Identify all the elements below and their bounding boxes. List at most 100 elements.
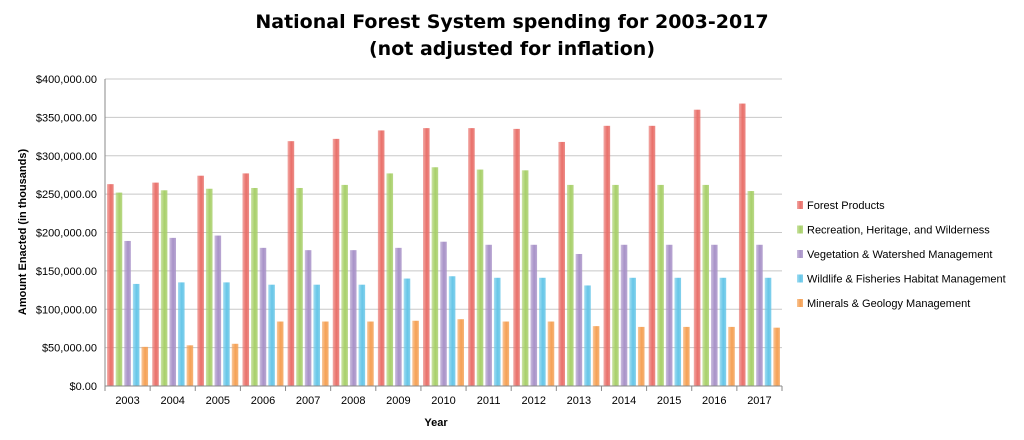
bar-recreation-heritage-and-wilderness-2005 (205, 188, 213, 386)
bar-minerals-geology-management-2005 (231, 343, 239, 386)
x-tick-label: 2014 (612, 395, 636, 407)
bar-minerals-geology-management-2014 (637, 326, 645, 386)
bar-recreation-heritage-and-wilderness-2017 (747, 191, 755, 386)
bar-vegetation-watershed-management-2013 (575, 253, 583, 386)
y-tick-label: $50,000.00 (42, 343, 97, 355)
x-tick-label: 2016 (702, 395, 726, 407)
bar-forest-products-2008 (332, 138, 340, 386)
bar-minerals-geology-management-2015 (683, 326, 690, 386)
y-tick-label: $300,000.00 (36, 151, 97, 163)
chart-title: National Forest System spending for 2003… (255, 11, 768, 33)
bar-vegetation-watershed-management-2006 (259, 247, 267, 386)
y-tick-label: $100,000.00 (36, 304, 97, 316)
legend-label: Wildlife & Fisheries Habitat Management (807, 274, 1006, 286)
bar-wildlife-fisheries-habitat-management-2010 (448, 276, 456, 386)
legend-label: Minerals & Geology Management (807, 298, 970, 310)
bar-forest-products-2014 (603, 125, 611, 386)
bar-wildlife-fisheries-habitat-management-2007 (313, 284, 320, 386)
y-tick-label: $0.00 (69, 381, 97, 393)
y-tick-label: $150,000.00 (36, 266, 97, 278)
bar-wildlife-fisheries-habitat-management-2005 (223, 282, 230, 386)
bar-vegetation-watershed-management-2015 (665, 244, 673, 386)
bar-recreation-heritage-and-wilderness-2007 (296, 187, 303, 386)
legend-swatch (797, 274, 803, 283)
bar-minerals-geology-management-2017 (773, 327, 780, 386)
bar-forest-products-2010 (423, 128, 430, 386)
x-tick-label: 2008 (341, 395, 365, 407)
bar-wildlife-fisheries-habitat-management-2015 (674, 277, 682, 386)
x-tick-label: 2011 (477, 395, 501, 407)
x-tick-label: 2017 (747, 395, 771, 407)
y-axis-label: Amount Enacted (in thousands) (17, 149, 29, 316)
bar-minerals-geology-management-2008 (367, 321, 374, 386)
bar-forest-products-2016 (693, 109, 701, 386)
bar-minerals-geology-management-2016 (728, 326, 735, 386)
bar-wildlife-fisheries-habitat-management-2006 (268, 284, 275, 386)
x-tick-label: 2012 (522, 395, 546, 407)
bar-vegetation-watershed-management-2008 (349, 250, 357, 386)
bar-recreation-heritage-and-wilderness-2003 (115, 192, 123, 386)
bar-recreation-heritage-and-wilderness-2006 (251, 187, 258, 386)
bar-wildlife-fisheries-habitat-management-2017 (764, 277, 772, 386)
x-tick-label: 2009 (386, 395, 410, 407)
legend: Forest Products Recreation, Heritage, and… (797, 200, 1006, 310)
bar-forest-products-2015 (648, 125, 656, 386)
bar-forest-products-2006 (242, 173, 250, 386)
bar-wildlife-fisheries-habitat-management-2003 (132, 283, 140, 386)
bar-forest-products-2003 (107, 184, 114, 386)
chart-subtitle: (not adjusted for inflation) (369, 38, 655, 60)
bar-recreation-heritage-and-wilderness-2010 (431, 167, 439, 386)
bar-vegetation-watershed-management-2010 (440, 241, 447, 386)
y-tick-label: $400,000.00 (36, 74, 97, 86)
bar-minerals-geology-management-2007 (322, 321, 329, 386)
bar-minerals-geology-management-2012 (547, 321, 555, 386)
bar-recreation-heritage-and-wilderness-2013 (567, 184, 574, 386)
x-tick-label: 2004 (160, 395, 184, 407)
x-tick-label: 2006 (251, 395, 275, 407)
bar-forest-products-2007 (287, 141, 295, 386)
y-tick-label: $350,000.00 (36, 112, 97, 124)
legend-label: Recreation, Heritage, and Wilderness (807, 225, 990, 237)
x-tick-label: 2003 (115, 395, 139, 407)
legend-label: Forest Products (807, 200, 885, 212)
legend-swatch (797, 201, 803, 209)
bar-minerals-geology-management-2006 (276, 321, 284, 386)
legend-swatch (797, 225, 803, 234)
bar-recreation-heritage-and-wilderness-2016 (702, 184, 709, 386)
x-axis (104, 79, 783, 391)
bar-minerals-geology-management-2010 (457, 319, 464, 386)
x-tick-label: 2005 (206, 395, 230, 407)
bar-vegetation-watershed-management-2014 (620, 244, 628, 386)
bar-wildlife-fisheries-habitat-management-2004 (178, 282, 185, 386)
bar-minerals-geology-management-2011 (502, 321, 510, 386)
x-tick-label: 2007 (296, 395, 320, 407)
legend-label: Vegetation & Watershed Management (807, 249, 993, 261)
bar-wildlife-fisheries-habitat-management-2011 (493, 277, 501, 386)
bar-recreation-heritage-and-wilderness-2011 (476, 169, 484, 386)
bar-vegetation-watershed-management-2012 (530, 244, 538, 386)
x-tick-label: 2015 (657, 395, 681, 407)
bar-minerals-geology-management-2004 (186, 345, 194, 386)
bars (107, 103, 780, 386)
bar-vegetation-watershed-management-2016 (711, 244, 718, 386)
x-tick-label: 2013 (567, 395, 591, 407)
bar-wildlife-fisheries-habitat-management-2013 (584, 285, 591, 386)
bar-wildlife-fisheries-habitat-management-2014 (629, 277, 636, 386)
legend-swatch (797, 250, 803, 258)
bar-wildlife-fisheries-habitat-management-2009 (403, 278, 411, 386)
bar-vegetation-watershed-management-2011 (485, 244, 492, 386)
x-axis-ticks: 2003 2004 2005 2006 2007 2008 2009 2010 2011 2012… (115, 395, 771, 407)
bar-forest-products-2005 (197, 175, 204, 386)
bar-minerals-geology-management-2009 (412, 320, 419, 386)
legend-swatch (797, 299, 803, 307)
bar-recreation-heritage-and-wilderness-2012 (521, 170, 529, 386)
bar-vegetation-watershed-management-2003 (124, 240, 131, 386)
bar-forest-products-2009 (377, 130, 385, 386)
bar-vegetation-watershed-management-2007 (304, 250, 312, 386)
bar-forest-products-2017 (738, 103, 746, 386)
bar-forest-products-2013 (558, 141, 565, 386)
bar-minerals-geology-management-2013 (592, 326, 600, 386)
y-tick-label: $250,000.00 (36, 189, 97, 201)
bar-recreation-heritage-and-wilderness-2014 (612, 184, 619, 386)
